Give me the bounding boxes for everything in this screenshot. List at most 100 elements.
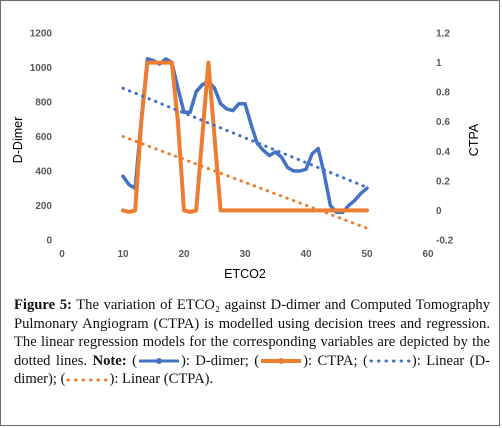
data-point-d-dimer — [365, 186, 369, 190]
y-tick-label: 400 — [35, 167, 52, 178]
data-point-d-dimer — [194, 90, 198, 94]
series-line-d-dimer — [121, 57, 369, 215]
data-point-ctpa — [212, 134, 217, 139]
data-point-d-dimer — [267, 153, 271, 158]
y-tick-label: 200 — [35, 201, 52, 212]
x-axis: 0 10 20 30 40 50 60 — [59, 249, 434, 260]
y2-tick-label: 0.6 — [436, 117, 450, 128]
data-point-d-dimer — [322, 172, 326, 177]
data-point-ctpa — [176, 120, 180, 124]
data-point-d-dimer — [261, 148, 265, 152]
y-tick-label: 600 — [35, 132, 52, 143]
data-point-d-dimer — [359, 191, 363, 196]
x-tick-label: 40 — [300, 249, 312, 260]
y2-tick-label: 0.2 — [436, 176, 450, 187]
legend-linear-ctpa-label: : Linear (CTPA). — [114, 371, 214, 387]
data-point-ctpa — [164, 60, 168, 65]
data-point-d-dimer — [145, 57, 149, 61]
y2-tick-label: 1.2 — [436, 29, 450, 40]
y-axis-title: D-Dimer — [11, 117, 25, 164]
y2-tick-label: 0.4 — [436, 147, 450, 158]
y-tick-label: 1000 — [30, 63, 53, 74]
y2-axis-title: CTPA — [467, 123, 481, 156]
y-tick-label: 1200 — [30, 29, 53, 40]
data-point-ctpa — [243, 208, 247, 213]
data-point-d-dimer — [353, 198, 357, 202]
series-layer — [121, 57, 369, 230]
figure-label: Figure 5: — [14, 297, 72, 313]
data-point-d-dimer — [225, 107, 229, 111]
data-point-ctpa — [127, 210, 131, 214]
data-point-ctpa — [182, 208, 186, 213]
data-point-ctpa — [200, 134, 204, 139]
data-point-ctpa — [219, 208, 223, 213]
data-point-ctpa — [206, 60, 210, 65]
data-point-ctpa — [158, 60, 162, 65]
data-point-d-dimer — [212, 86, 217, 90]
legend-linear-d-dimer-swatch — [369, 359, 412, 363]
data-point-d-dimer — [292, 169, 296, 173]
data-point-ctpa — [151, 60, 156, 65]
data-point-ctpa — [194, 208, 198, 213]
legend-ctpa-label: : CTPA; — [308, 352, 363, 369]
y-axis-right: -0.2 0 0.2 0.4 0.6 0.8 1 1.2 — [436, 29, 454, 247]
y-tick-label: 800 — [35, 98, 52, 109]
data-point-ctpa — [170, 60, 174, 65]
data-point-d-dimer — [286, 165, 290, 170]
x-tick-label: 20 — [178, 249, 190, 260]
data-point-ctpa — [133, 208, 137, 213]
data-point-d-dimer — [316, 146, 320, 151]
x-tick-label: 10 — [117, 249, 129, 260]
data-point-d-dimer — [121, 174, 125, 178]
y2-tick-label: 0 — [436, 206, 442, 217]
data-point-d-dimer — [328, 203, 332, 208]
figure-caption: Figure 5: The variation of ETCO₂ against… — [14, 297, 490, 388]
data-point-ctpa — [328, 208, 332, 213]
legend-d-dimer-swatch — [138, 358, 179, 365]
x-tick-label: 0 — [59, 249, 65, 260]
data-point-ctpa — [280, 208, 284, 213]
legend-ctpa-swatch — [261, 358, 302, 365]
x-tick-label: 50 — [361, 249, 373, 260]
data-point-ctpa — [341, 208, 345, 213]
data-point-d-dimer — [249, 122, 253, 127]
data-point-d-dimer — [176, 86, 180, 90]
y-axis-left: 0 200 400 600 800 1000 1200 — [30, 29, 53, 247]
legend-linear-d-dimer-label: : Linear (D-dimer); — [14, 352, 490, 388]
series-line-ctpa — [121, 60, 369, 214]
data-point-ctpa — [121, 208, 125, 213]
data-point-d-dimer — [164, 57, 168, 61]
data-point-d-dimer — [298, 169, 302, 173]
x-axis-title: ETCO2 — [224, 267, 266, 281]
series-line-linear-d-dimer — [121, 86, 369, 189]
data-point-d-dimer — [243, 102, 247, 106]
data-point-ctpa — [188, 210, 192, 214]
data-point-d-dimer — [188, 110, 192, 114]
data-point-ctpa — [231, 208, 235, 213]
data-point-ctpa — [353, 208, 357, 213]
data-point-d-dimer — [280, 155, 284, 159]
legend-d-dimer-label: : D-dimer; — [185, 352, 255, 369]
x-tick-label: 60 — [422, 249, 434, 260]
data-point-ctpa — [365, 208, 369, 213]
data-point-d-dimer — [304, 167, 308, 171]
legend-linear-ctpa-swatch — [66, 378, 109, 382]
note-label: Note: — [92, 352, 127, 369]
y2-tick-label: 1 — [436, 58, 442, 69]
data-point-ctpa — [255, 208, 259, 213]
data-point-ctpa — [292, 208, 296, 213]
data-point-d-dimer — [127, 183, 131, 187]
y-tick-label: 0 — [46, 236, 52, 247]
data-point-d-dimer — [310, 152, 314, 156]
caption-text: The variation of ETCO₂ against D-dimer a… — [14, 297, 490, 369]
data-point-ctpa — [139, 120, 143, 124]
data-point-d-dimer — [219, 102, 223, 106]
data-point-ctpa — [225, 208, 229, 213]
data-point-d-dimer — [347, 203, 351, 208]
data-point-d-dimer — [200, 83, 204, 87]
data-point-d-dimer — [237, 102, 241, 106]
data-point-d-dimer — [231, 109, 235, 113]
data-point-ctpa — [145, 60, 149, 65]
